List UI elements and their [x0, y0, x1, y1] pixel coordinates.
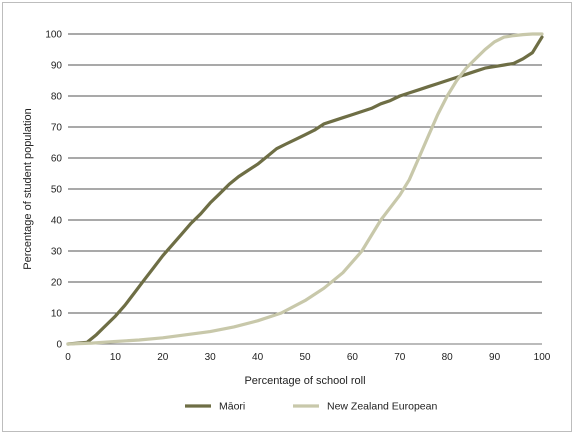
y-tick-labels: 0 10 20 30 40 50 60 70 80 90 100: [45, 30, 62, 351]
y-tick-label: 10: [51, 309, 63, 320]
y-tick-label: 60: [51, 154, 63, 165]
y-tick-label: 50: [51, 185, 63, 196]
x-tick-label: 10: [110, 352, 122, 363]
y-tick-label: 0: [56, 340, 62, 351]
series-line-1: [66, 32, 544, 346]
x-tick-labels: 0 10 20 30 40 50 60 70 80 90 100: [65, 352, 551, 363]
x-tick-label: 0: [65, 352, 71, 363]
chart-frame: 0 10 20 30 40 50 60 70 80 90 100 0 10 20 30 40 50 60 70 80…: [2, 2, 572, 432]
y-tick-label: 30: [51, 247, 63, 258]
series-lines: [66, 32, 544, 346]
x-axis-title: Percentage of school roll: [244, 375, 365, 387]
x-tick-label: 70: [394, 352, 406, 363]
x-tick-label: 20: [157, 352, 169, 363]
y-tick-label: 70: [51, 123, 63, 134]
x-tick-label: 30: [205, 352, 217, 363]
y-tick-label: 100: [45, 30, 62, 41]
y-tick-label: 90: [51, 61, 63, 72]
x-tick-label: 90: [489, 352, 501, 363]
x-tick-label: 50: [299, 352, 311, 363]
series-line-0: [66, 35, 544, 346]
x-tick-label: 100: [534, 352, 551, 363]
y-tick-label: 20: [51, 278, 63, 289]
y-axis-title: Percentage of student population: [22, 108, 34, 269]
legend: Māori New Zealand European: [185, 401, 437, 413]
x-tick-label: 80: [442, 352, 454, 363]
line-chart: 0 10 20 30 40 50 60 70 80 90 100 0 10 20 30 40 50 60 70 80…: [22, 30, 551, 413]
legend-label-1: New Zealand European: [327, 401, 437, 413]
x-tick-label: 40: [252, 352, 264, 363]
legend-label-0: Māori: [219, 401, 245, 413]
y-tick-label: 80: [51, 92, 63, 103]
x-tick-label: 60: [347, 352, 359, 363]
gridlines: [68, 33, 542, 345]
y-tick-label: 40: [51, 216, 63, 227]
